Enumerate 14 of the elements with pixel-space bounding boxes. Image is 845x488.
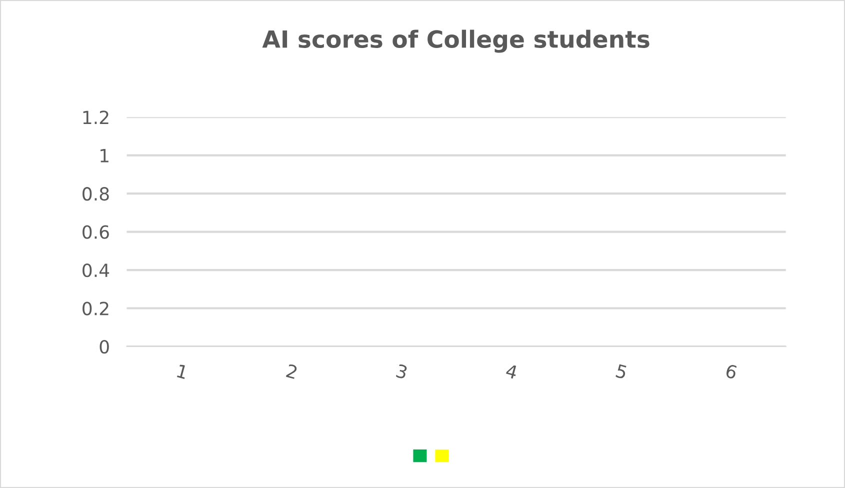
y-tick-label: 0.4: [82, 263, 110, 278]
y-tick-label: 0: [100, 340, 109, 354]
y-tick-label: 0.2: [82, 302, 108, 316]
x-tick-label: 6: [725, 364, 738, 380]
chart-title: AI scores of College students: [262, 30, 650, 53]
x-tick-label: 5: [616, 364, 628, 380]
x-tick-label: 1: [176, 364, 188, 379]
x-tick-label: 2: [286, 364, 298, 379]
y-tick-label: 1.2: [83, 110, 108, 124]
y-tick-label: 0.8: [82, 187, 109, 201]
y-tick-label: 0.6: [82, 225, 109, 239]
x-tick-label: 4: [505, 364, 518, 380]
y-tick-label: 1: [100, 149, 108, 162]
x-tick-label: 3: [396, 364, 408, 380]
